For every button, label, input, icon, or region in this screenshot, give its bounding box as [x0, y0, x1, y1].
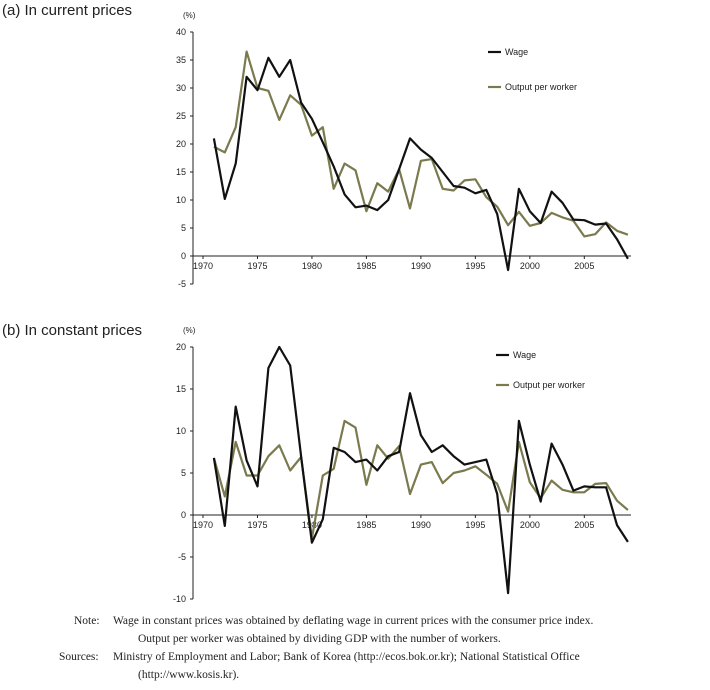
x-tick-label: 1990 — [411, 520, 431, 530]
note-line-1: Wage in constant prices was obtained by … — [113, 615, 594, 627]
x-tick-label: 1995 — [465, 520, 485, 530]
footnotes: Note: Wage in constant prices was obtain… — [0, 612, 710, 684]
y-tick-label: 30 — [176, 83, 186, 93]
x-tick-label: 1995 — [465, 261, 485, 271]
x-tick-label: 1990 — [411, 261, 431, 271]
x-tick-label: 1980 — [302, 261, 322, 271]
x-tick-label: 2000 — [520, 261, 540, 271]
y-tick-label: 0 — [181, 251, 186, 261]
sources-label: Sources: — [59, 651, 99, 663]
note-line-2: Output per worker was obtained by dividi… — [138, 633, 501, 645]
y-tick-label: -5 — [178, 552, 186, 562]
x-tick-label: 1985 — [356, 261, 376, 271]
y-tick-label: 0 — [181, 510, 186, 520]
sources-line-2: (http://www.kosis.kr). — [138, 669, 240, 681]
chart-a-title: (a) In current prices — [2, 2, 133, 19]
x-tick-label: 1980 — [302, 520, 322, 530]
sources-line-1: Ministry of Employment and Labor; Bank o… — [113, 651, 580, 663]
x-tick-label: 1975 — [247, 520, 267, 530]
y-tick-label: 15 — [176, 384, 186, 394]
chart-a: (%) -5 0 5 10 15 20 25 30 35 40 1970 1975 1980 1985 199… — [176, 11, 631, 289]
y-tick-label: 20 — [176, 342, 186, 352]
y-tick-label: 20 — [176, 139, 186, 149]
y-tick-label: -5 — [178, 279, 186, 289]
x-tick-label: 2005 — [574, 261, 594, 271]
y-tick-label: 25 — [176, 111, 186, 121]
y-unit-label: (%) — [183, 11, 196, 20]
series-line-wage — [212, 56, 629, 272]
chart-b-title: (b) In constant prices — [2, 322, 143, 339]
legend-label: Output per worker — [513, 380, 585, 390]
y-tick-label: 15 — [176, 167, 186, 177]
series-line-wage — [212, 345, 629, 595]
y-tick-label: 10 — [176, 195, 186, 205]
charts-canvas: (%) -5 0 5 10 15 20 25 30 35 40 1970 1975 1980 1985 199… — [173, 11, 631, 604]
x-tick-label: 1975 — [247, 261, 267, 271]
x-tick-label: 2000 — [520, 520, 540, 530]
x-tick-label: 1985 — [356, 520, 376, 530]
legend-label: Wage — [513, 350, 536, 360]
y-unit-label: (%) — [183, 326, 196, 335]
x-tick-label: 1970 — [193, 261, 213, 271]
x-tick-label: 2005 — [574, 520, 594, 530]
legend-label: Output per worker — [505, 82, 577, 92]
y-tick-label: 40 — [176, 27, 186, 37]
y-tick-label: 5 — [181, 223, 186, 233]
y-tick-label: 35 — [176, 55, 186, 65]
y-tick-label: -10 — [173, 594, 186, 604]
y-tick-label: 10 — [176, 426, 186, 436]
legend-label: Wage — [505, 47, 528, 57]
note-label: Note: — [74, 615, 100, 627]
series-line-output-per-worker — [212, 419, 629, 540]
y-tick-label: 5 — [181, 468, 186, 478]
chart-b: (%) -10 -5 0 5 10 15 20 1970 1975 1980 1985 1990 1995… — [173, 326, 631, 604]
x-tick-label: 1970 — [193, 520, 213, 530]
series-line-output-per-worker — [213, 50, 629, 238]
